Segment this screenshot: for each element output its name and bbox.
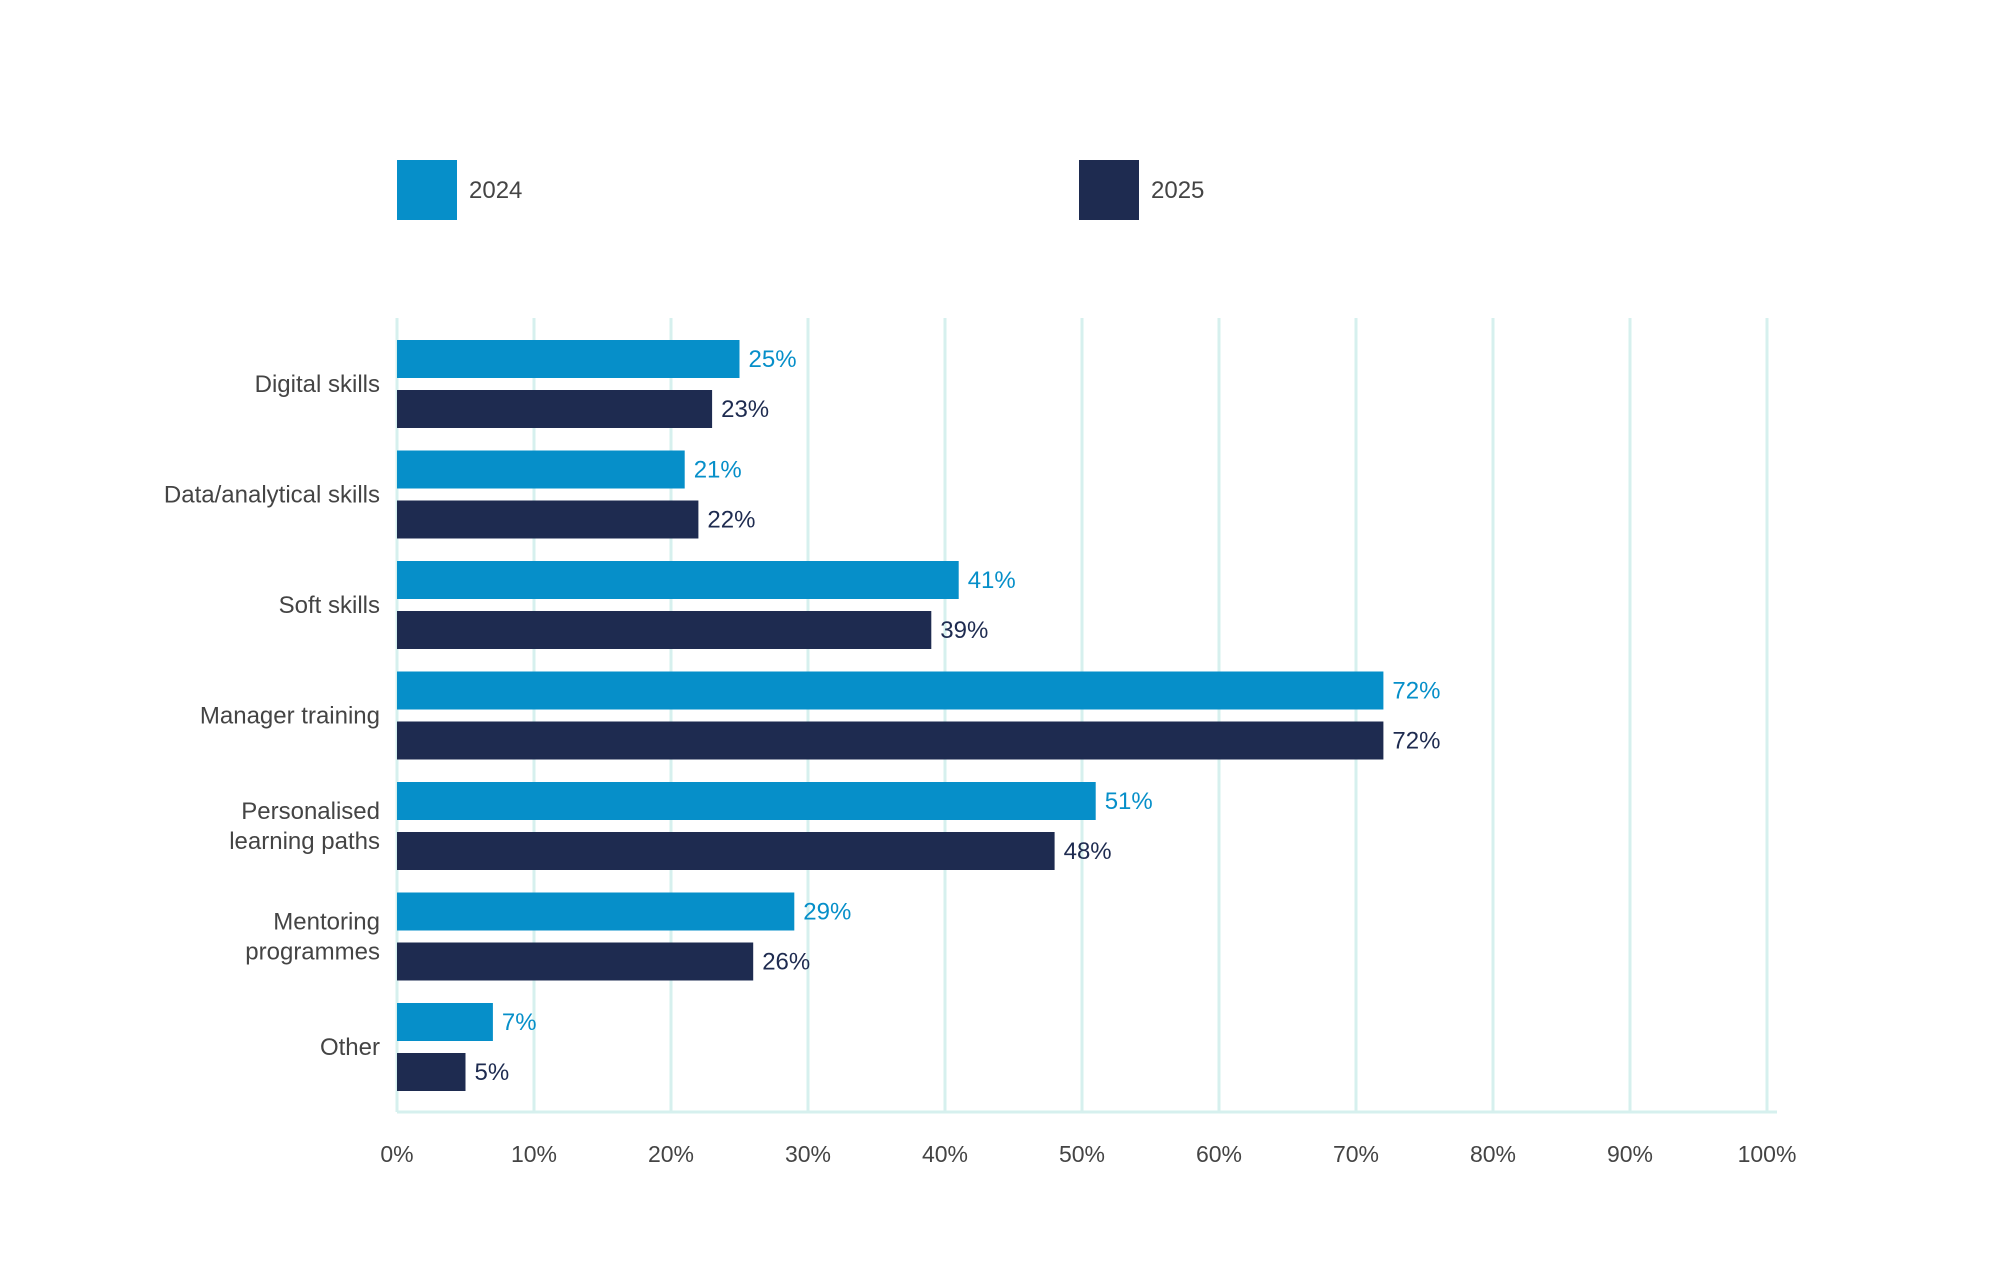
x-tick-label-60: 60%	[1196, 1141, 1242, 1167]
bar-2025-6	[397, 1053, 466, 1091]
bar-2024-0	[397, 340, 740, 378]
x-tick-label-0: 0%	[380, 1141, 413, 1167]
x-axis: 0% 10% 20% 30% 40% 50% 60% 70% 80% 90% 100%	[380, 1110, 1797, 1167]
value-label-2024-4: 51%	[1105, 788, 1153, 815]
x-tick-label-100: 100%	[1738, 1141, 1797, 1167]
bar-2025-3	[397, 721, 1384, 760]
value-label-2024-0: 25%	[749, 346, 797, 373]
value-label-2025-6: 5%	[475, 1059, 510, 1086]
value-label-2024-1: 21%	[694, 457, 742, 484]
category-label-line: Other	[320, 1034, 380, 1061]
x-tick-label-30: 30%	[785, 1141, 831, 1167]
value-label-2025-4: 48%	[1064, 838, 1112, 865]
legend: 2024 2025	[397, 160, 1204, 220]
category-label-line: learning paths	[229, 828, 380, 855]
value-label-2025-2: 39%	[940, 617, 988, 644]
bar-2025-0	[397, 390, 713, 428]
x-tick-label-40: 40%	[922, 1141, 968, 1167]
value-label-2025-3: 72%	[1392, 728, 1440, 755]
value-label-2025-0: 23%	[721, 396, 769, 423]
x-tick-label-10: 10%	[511, 1141, 557, 1167]
legend-swatch-2024	[397, 160, 457, 220]
x-tick-label-80: 80%	[1470, 1141, 1516, 1167]
x-tick-label-90: 90%	[1607, 1141, 1653, 1167]
value-label-2024-3: 72%	[1392, 678, 1440, 705]
gridlines	[395, 318, 1769, 1112]
value-label-2024-2: 41%	[968, 567, 1016, 594]
bar-2024-6	[397, 1003, 493, 1041]
legend-label-2025: 2025	[1151, 177, 1204, 204]
value-label-2024-5: 29%	[803, 899, 851, 926]
category-label-line: Personalised	[241, 798, 380, 825]
category-label-line: Mentoring	[273, 909, 380, 936]
bar-2024-5	[397, 892, 795, 931]
bar-2024-1	[397, 450, 685, 489]
category-label-6: Other	[320, 1034, 380, 1061]
bar-2024-2	[397, 561, 959, 599]
x-tick-label-20: 20%	[648, 1141, 694, 1167]
bar-2025-5	[397, 942, 754, 981]
bar-2025-4	[397, 832, 1055, 870]
legend-label-2024: 2024	[469, 177, 522, 204]
x-tick-label-70: 70%	[1333, 1141, 1379, 1167]
category-label-line: programmes	[245, 939, 380, 966]
category-label-5: Mentoring programmes	[245, 909, 380, 966]
category-label-1: Data/analytical skills	[164, 482, 380, 509]
category-label-4: Personalised learning paths	[229, 798, 380, 855]
bars	[397, 340, 1384, 1091]
legend-swatch-2025	[1079, 160, 1139, 220]
value-label-2025-5: 26%	[762, 949, 810, 976]
category-label-line: Manager training	[200, 703, 380, 730]
x-tick-label-50: 50%	[1059, 1141, 1105, 1167]
category-labels: Digital skills Data/analytical skills Soft…	[164, 371, 380, 1061]
category-label-line: Data/analytical skills	[164, 482, 380, 509]
category-label-line: Digital skills	[255, 371, 380, 398]
bar-2024-3	[397, 671, 1384, 710]
category-label-0: Digital skills	[255, 371, 380, 398]
category-label-3: Manager training	[200, 703, 380, 730]
value-labels: 25% 21% 41% 72% 51% 29% 7% 23% 22% 39% 72% 48% 26% 5%	[475, 346, 1441, 1086]
bar-2025-1	[397, 500, 699, 539]
bar-2025-2	[397, 611, 932, 649]
bar-2024-4	[397, 782, 1096, 820]
value-label-2025-1: 22%	[707, 507, 755, 534]
value-label-2024-6: 7%	[502, 1009, 537, 1036]
category-label-2: Soft skills	[279, 592, 380, 619]
category-label-line: Soft skills	[279, 592, 380, 619]
